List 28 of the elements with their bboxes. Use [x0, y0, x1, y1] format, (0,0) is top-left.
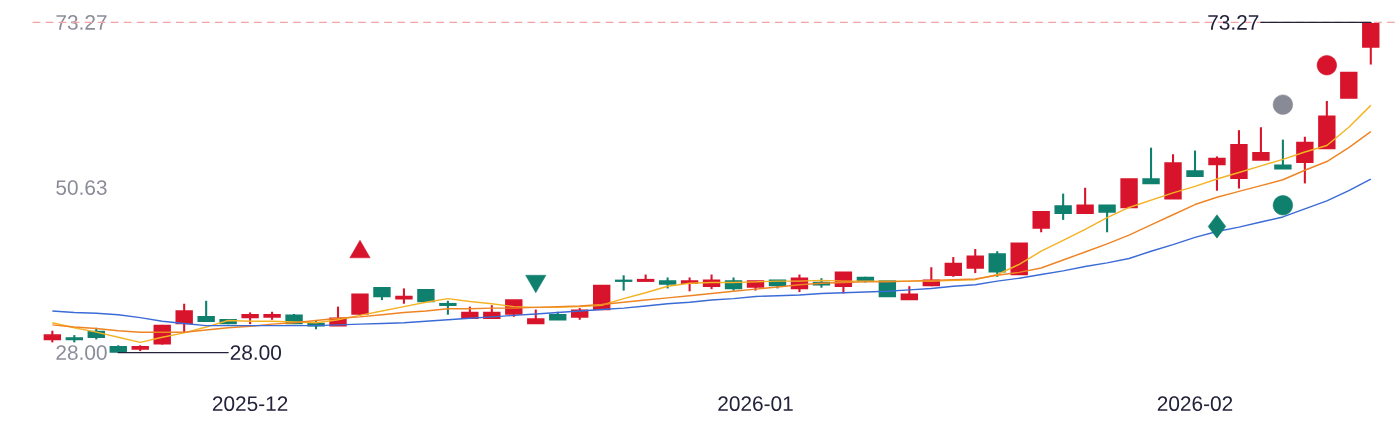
annotation: 28.00	[230, 345, 282, 361]
candlestick	[197, 299, 215, 323]
candlestick	[944, 256, 962, 278]
candlestick	[1252, 126, 1270, 162]
candlestick	[1362, 21, 1380, 66]
candlestick	[966, 248, 984, 275]
candlestick	[1076, 186, 1094, 215]
candlestick	[988, 250, 1006, 278]
candlestick	[1032, 210, 1050, 234]
x-tick-label: 2026-02	[1157, 396, 1233, 412]
point	[1316, 55, 1337, 76]
point	[1272, 94, 1293, 115]
candlestick	[175, 302, 193, 334]
x-tick-label: 2025-12	[212, 396, 288, 412]
candlestick	[1274, 138, 1292, 170]
annotation: 73.27	[1208, 15, 1259, 30]
candlestick	[1054, 192, 1072, 221]
y-tick-label: 28.00	[56, 345, 107, 361]
candlestick	[1098, 204, 1116, 234]
candlestick	[1296, 135, 1314, 185]
candlestick	[1208, 155, 1226, 192]
point	[1272, 195, 1293, 216]
x-tick-label: 2026-01	[718, 396, 793, 412]
candlestick	[1142, 146, 1160, 185]
point	[1207, 214, 1227, 239]
candlestick	[1186, 149, 1204, 178]
y-tick-label: 73.27	[56, 15, 107, 30]
y-tick-label: 50.63	[56, 180, 107, 195]
